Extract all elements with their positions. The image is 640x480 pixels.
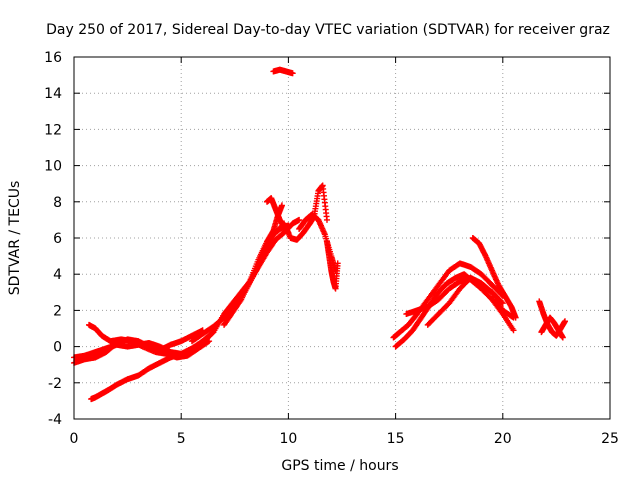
series-track-16 (424, 274, 517, 328)
series-track-11 (323, 238, 341, 292)
x-axis-label: GPS time / hours (281, 458, 398, 474)
data-point (289, 70, 296, 77)
y-tick-label: 10 (44, 159, 62, 175)
x-tick-label: 15 (387, 431, 405, 447)
data-points (71, 66, 568, 403)
y-axis-label: SDTVAR / TECUs (7, 181, 23, 296)
series-track-13 (390, 260, 506, 341)
chart-title: Day 250 of 2017, Sidereal Day-to-day VTE… (46, 22, 610, 38)
data-point (559, 334, 566, 341)
data-point (323, 216, 330, 223)
y-tick-label: 8 (53, 195, 62, 211)
data-point (510, 327, 517, 334)
x-tick-label: 25 (601, 431, 619, 447)
y-tick-label: 12 (44, 122, 62, 138)
axis-ticks: 0 5 10 15 20 25 -4 -2 0 2 4 6 8 10 12 14 16 (44, 50, 619, 447)
x-tick-label: 10 (279, 431, 297, 447)
x-tick-label: 5 (177, 431, 186, 447)
data-point (334, 260, 341, 267)
y-tick-label: 14 (44, 86, 62, 102)
data-point (512, 314, 519, 321)
data-point (237, 297, 244, 304)
y-tick-label: 0 (53, 340, 62, 356)
y-tick-label: 16 (44, 50, 62, 66)
x-tick-label: 20 (494, 431, 512, 447)
series-track-9 (274, 182, 330, 243)
series-track-12 (270, 66, 296, 77)
y-tick-label: 4 (53, 267, 62, 283)
data-point (561, 318, 568, 325)
y-tick-label: -2 (48, 376, 62, 392)
plot-area-border (73, 56, 611, 420)
series-track-19 (538, 314, 566, 341)
data-point (296, 216, 303, 223)
y-tick-label: 6 (53, 231, 62, 247)
x-tick-label: 0 (70, 431, 79, 447)
y-tick-label: 2 (53, 303, 62, 319)
series-track-17 (469, 235, 519, 321)
data-point (278, 202, 285, 209)
y-tick-label: -4 (48, 412, 62, 428)
